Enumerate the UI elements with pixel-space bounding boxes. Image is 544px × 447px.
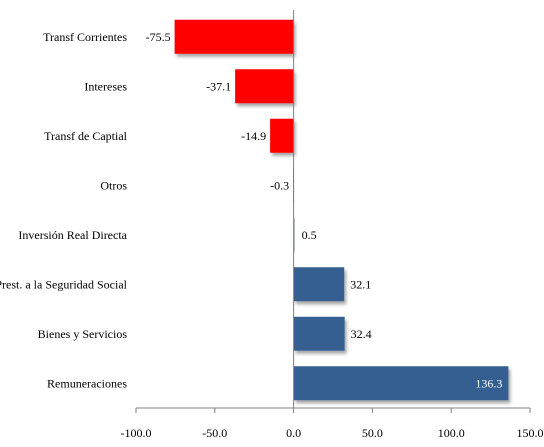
category-label-4: Otros: [100, 178, 127, 192]
bar-8: [293, 366, 509, 401]
x-tick-label-5: 100.0: [438, 426, 465, 440]
data-label-6: 32.1: [350, 277, 371, 291]
bar-7: [293, 316, 345, 351]
category-label-8: Remuneraciones: [47, 376, 127, 390]
data-label-4: -0.3: [270, 178, 289, 192]
category-label-1: Transf Corrientes: [43, 30, 127, 44]
category-label-5: Inversión Real Directa: [18, 228, 127, 242]
data-label-5: 0.5: [302, 228, 317, 242]
data-label-8: 136.3: [475, 376, 502, 390]
data-label-2: -37.1: [206, 79, 231, 93]
bar-2: [235, 69, 294, 104]
data-label-3: -14.9: [241, 129, 266, 143]
x-tick-label-6: 150.0: [517, 426, 544, 440]
data-label-1: -75.5: [146, 30, 171, 44]
bar-1: [174, 19, 294, 54]
category-label-2: Intereses: [84, 79, 127, 93]
x-tick-label-1: -100.0: [121, 426, 152, 440]
bar-6: [293, 267, 345, 302]
x-tick-label-4: 50.0: [362, 426, 383, 440]
category-label-3: Transf de Captial: [44, 129, 128, 143]
data-label-7: 32.4: [351, 327, 372, 341]
x-tick-label-3: 0.0: [286, 426, 301, 440]
plot-area: Transf Corrientes -75.5 Intereses -37.1 Tran…: [0, 10, 544, 440]
category-label-6: Prest. a la Seguridad Social: [0, 277, 128, 291]
x-tick-label-2: -50.0: [202, 426, 227, 440]
bar-3: [270, 118, 294, 153]
category-label-7: Bienes y Servicios: [38, 327, 128, 341]
